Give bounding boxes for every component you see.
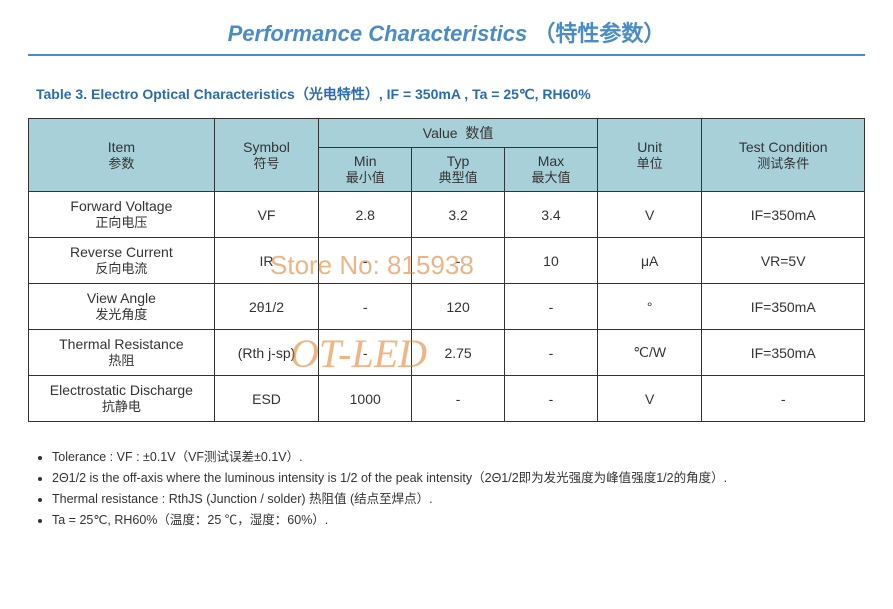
cell-max: - xyxy=(505,376,598,422)
cell-typ: - xyxy=(412,376,505,422)
cell-item: View Angle发光角度 xyxy=(29,284,215,330)
table-row: Thermal Resistance热阻(Rth j-sp)-2.75-℃/WI… xyxy=(29,330,865,376)
table-row: View Angle发光角度2θ1/2-120-°IF=350mA xyxy=(29,284,865,330)
cell-cond: IF=350mA xyxy=(702,192,865,238)
note-item: Tolerance : VF : ±0.1V（VF测试误差±0.1V）. xyxy=(52,446,865,465)
note-item: Thermal resistance : RthJS (Junction / s… xyxy=(52,488,865,507)
cell-typ: - xyxy=(412,238,505,284)
section-title-zh: （特性参数） xyxy=(533,21,665,46)
header-symbol: Symbol 符号 xyxy=(214,119,319,192)
cell-min: - xyxy=(319,284,412,330)
header-min: Min 最小值 xyxy=(319,148,412,192)
characteristics-table: Item 参数 Symbol 符号 Value 数值 Unit 单位 Test … xyxy=(28,118,865,422)
table-caption: Table 3. Electro Optical Characteristics… xyxy=(36,84,865,104)
cell-max: 10 xyxy=(505,238,598,284)
cell-cond: - xyxy=(702,376,865,422)
cell-symbol: VF xyxy=(214,192,319,238)
cell-item: Thermal Resistance热阻 xyxy=(29,330,215,376)
header-unit: Unit 单位 xyxy=(597,119,702,192)
cell-typ: 3.2 xyxy=(412,192,505,238)
table-row: Reverse Current反向电流IR--10μAVR=5V xyxy=(29,238,865,284)
header-condition: Test Condition 测试条件 xyxy=(702,119,865,192)
table-row: Electrostatic Discharge抗静电ESD1000--V- xyxy=(29,376,865,422)
notes-list: Tolerance : VF : ±0.1V（VF测试误差±0.1V）. 2Θ1/… xyxy=(28,446,865,528)
cell-typ: 120 xyxy=(412,284,505,330)
header-item: Item 参数 xyxy=(29,119,215,192)
table-row: Forward Voltage正向电压VF2.83.23.4VIF=350mA xyxy=(29,192,865,238)
cell-max: 3.4 xyxy=(505,192,598,238)
cell-unit: V xyxy=(597,192,702,238)
cell-symbol: IR xyxy=(214,238,319,284)
cell-max: - xyxy=(505,330,598,376)
header-value: Value 数值 xyxy=(319,119,598,148)
cell-symbol: ESD xyxy=(214,376,319,422)
cell-item: Electrostatic Discharge抗静电 xyxy=(29,376,215,422)
header-max: Max 最大值 xyxy=(505,148,598,192)
section-title-en: Performance Characteristics xyxy=(228,21,528,46)
header-typ: Typ 典型值 xyxy=(412,148,505,192)
cell-unit: ℃/W xyxy=(597,330,702,376)
cell-item: Forward Voltage正向电压 xyxy=(29,192,215,238)
cell-min: - xyxy=(319,238,412,284)
note-item: Ta = 25℃, RH60%（温度：25 ℃，湿度：60%）. xyxy=(52,509,865,528)
cell-cond: IF=350mA xyxy=(702,284,865,330)
cell-min: 2.8 xyxy=(319,192,412,238)
cell-item: Reverse Current反向电流 xyxy=(29,238,215,284)
cell-cond: IF=350mA xyxy=(702,330,865,376)
cell-symbol: 2θ1/2 xyxy=(214,284,319,330)
cell-typ: 2.75 xyxy=(412,330,505,376)
cell-min: 1000 xyxy=(319,376,412,422)
section-title: Performance Characteristics （特性参数） xyxy=(28,16,865,56)
cell-unit: V xyxy=(597,376,702,422)
note-item: 2Θ1/2 is the off-axis where the luminous… xyxy=(52,467,865,486)
cell-symbol: (Rth j-sp) xyxy=(214,330,319,376)
cell-min: - xyxy=(319,330,412,376)
cell-unit: μA xyxy=(597,238,702,284)
cell-cond: VR=5V xyxy=(702,238,865,284)
cell-unit: ° xyxy=(597,284,702,330)
cell-max: - xyxy=(505,284,598,330)
